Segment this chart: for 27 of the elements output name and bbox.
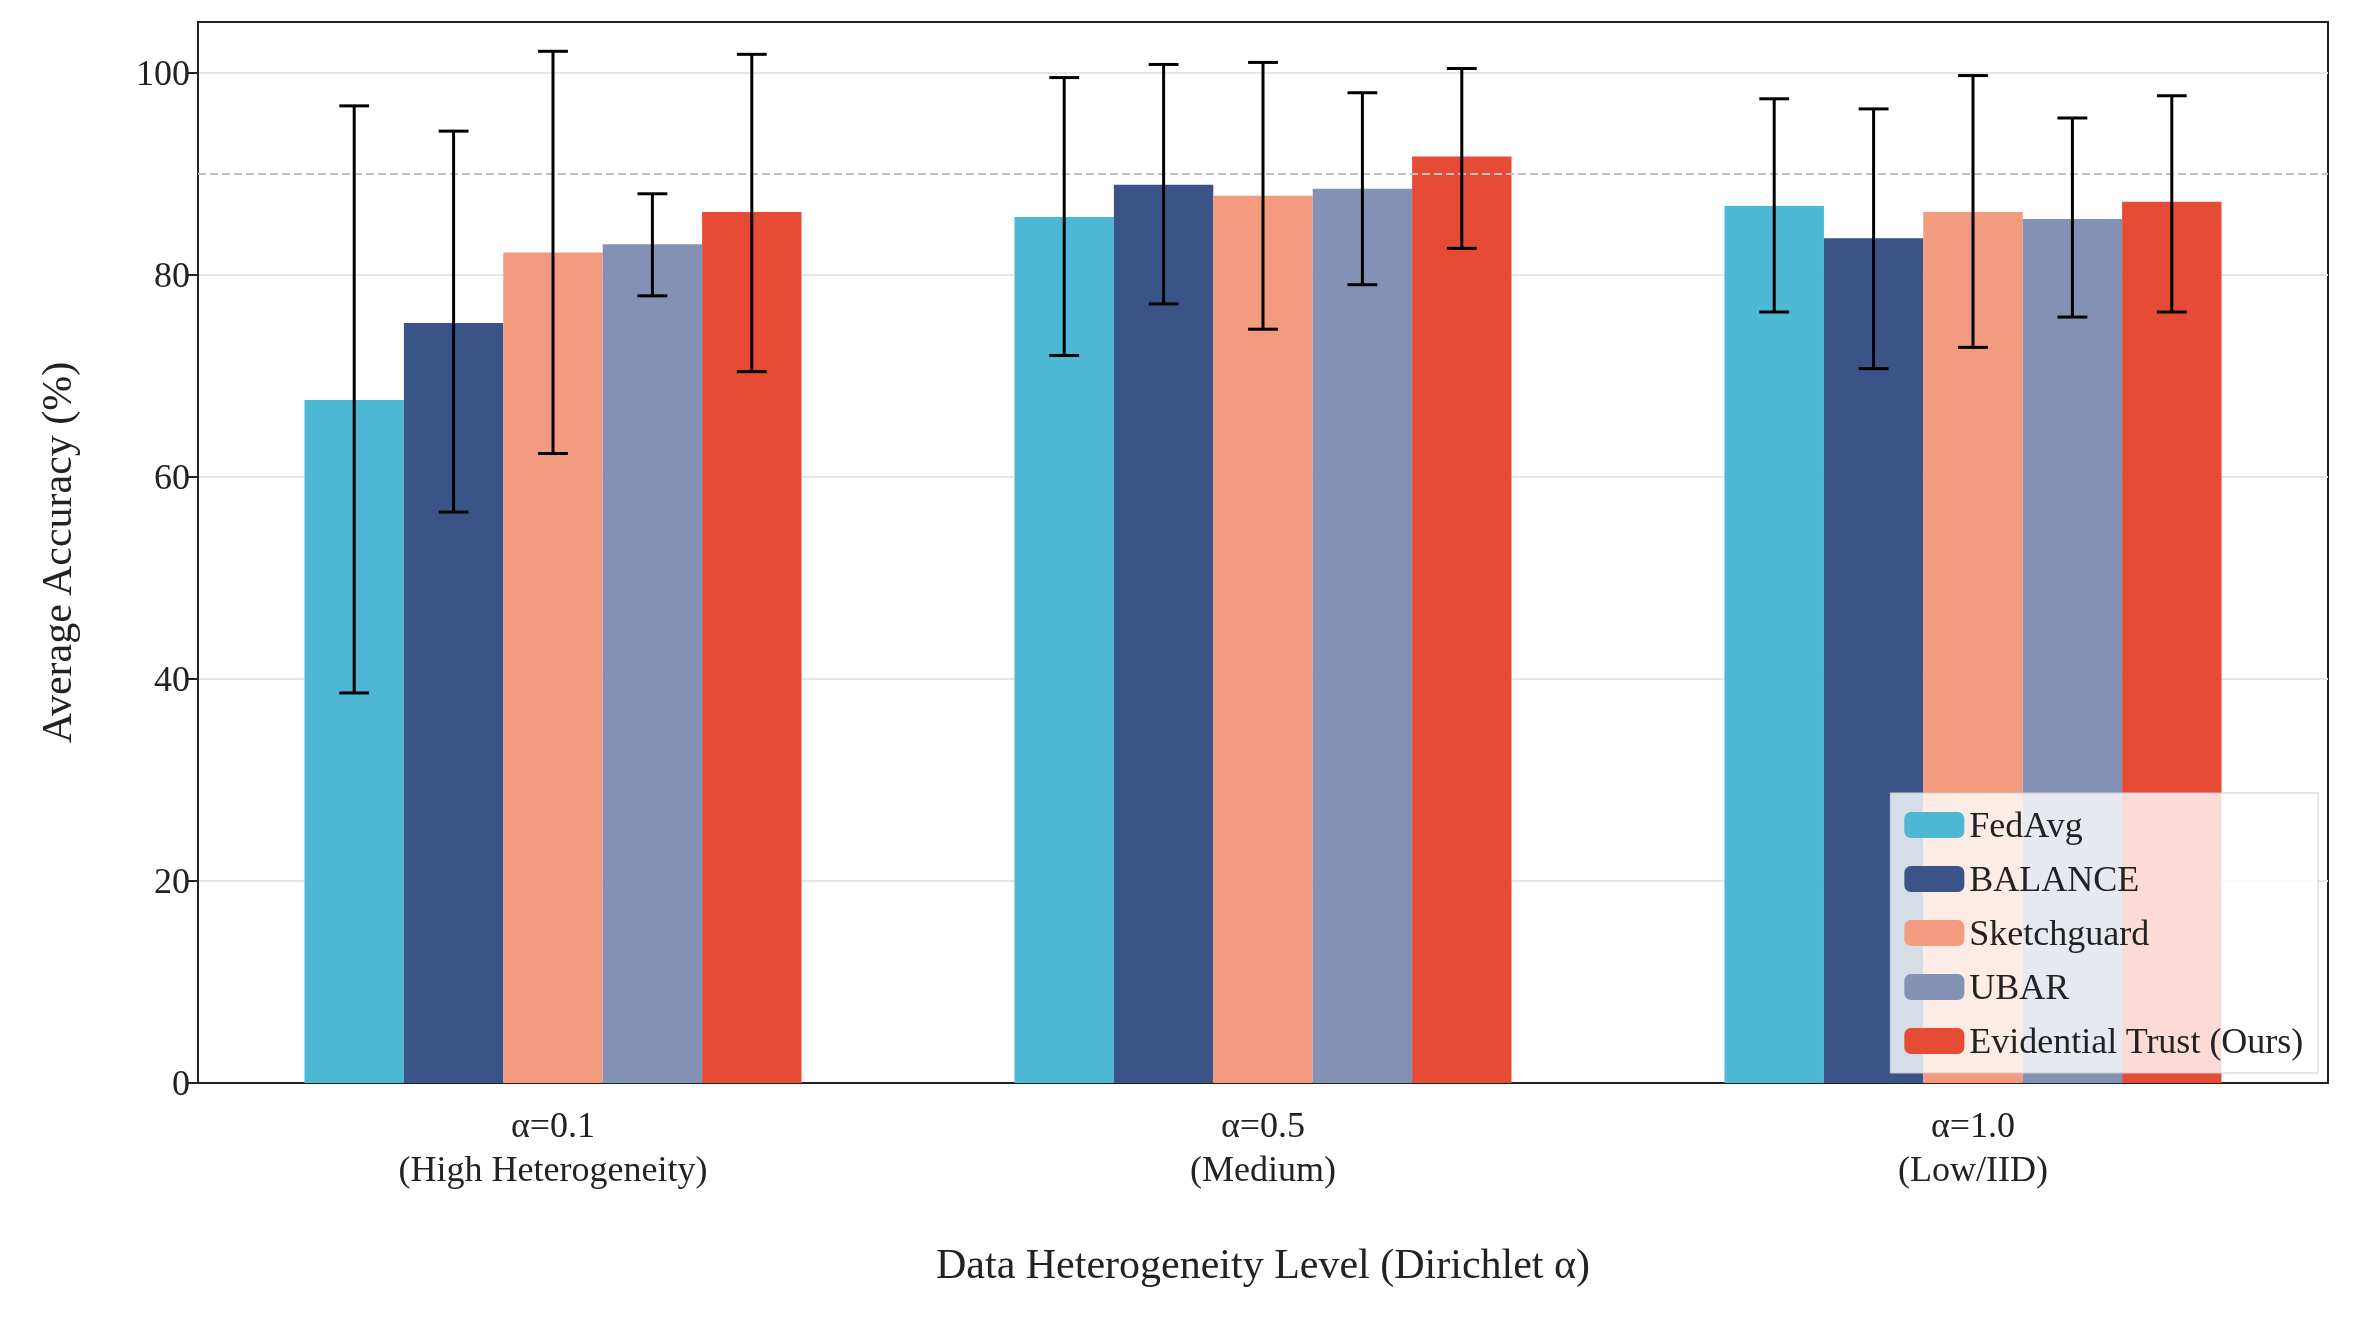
bar — [1014, 217, 1114, 1083]
x-tick-label: α=0.5 (Medium) — [1190, 1105, 1336, 1189]
bar — [304, 399, 404, 1083]
x-axis-title: Data Heterogeneity Level (Dirichlet α) — [935, 1241, 1591, 1288]
y-tick-label: 20 — [154, 860, 190, 901]
y-tick-label: 80 — [154, 254, 190, 295]
bar — [702, 211, 802, 1083]
y-tick-label: 40 — [154, 658, 190, 699]
bar — [503, 252, 603, 1083]
bar — [1412, 156, 1512, 1083]
legend-label: FedAvg — [1969, 805, 2083, 845]
legend-label: Evidential Trust (Ours) — [1969, 1021, 2304, 1061]
legend-label: UBAR — [1969, 967, 2070, 1007]
bar — [1724, 205, 1824, 1083]
legend-label: Sketchguard — [1969, 913, 2150, 953]
bar — [1312, 188, 1413, 1083]
y-tick-label: 60 — [154, 456, 190, 497]
legend-label: BALANCE — [1969, 859, 2140, 899]
y-tick-label: 0 — [172, 1063, 190, 1103]
bar — [403, 323, 504, 1083]
bar — [602, 244, 703, 1083]
y-axis-title: Average Accuracy (%) — [34, 361, 81, 744]
bar — [1213, 195, 1313, 1083]
bar — [1113, 184, 1214, 1083]
x-tick-label: α=1.0 (Low/IID) — [1898, 1105, 2048, 1189]
y-tick-label: 100 — [136, 52, 190, 93]
x-tick-label: α=0.1 (High Heterogeneity) — [398, 1105, 708, 1189]
